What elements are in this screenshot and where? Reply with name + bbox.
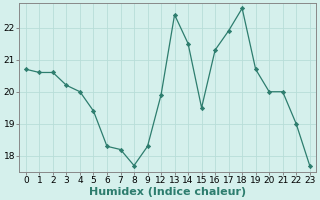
X-axis label: Humidex (Indice chaleur): Humidex (Indice chaleur) [89, 187, 246, 197]
